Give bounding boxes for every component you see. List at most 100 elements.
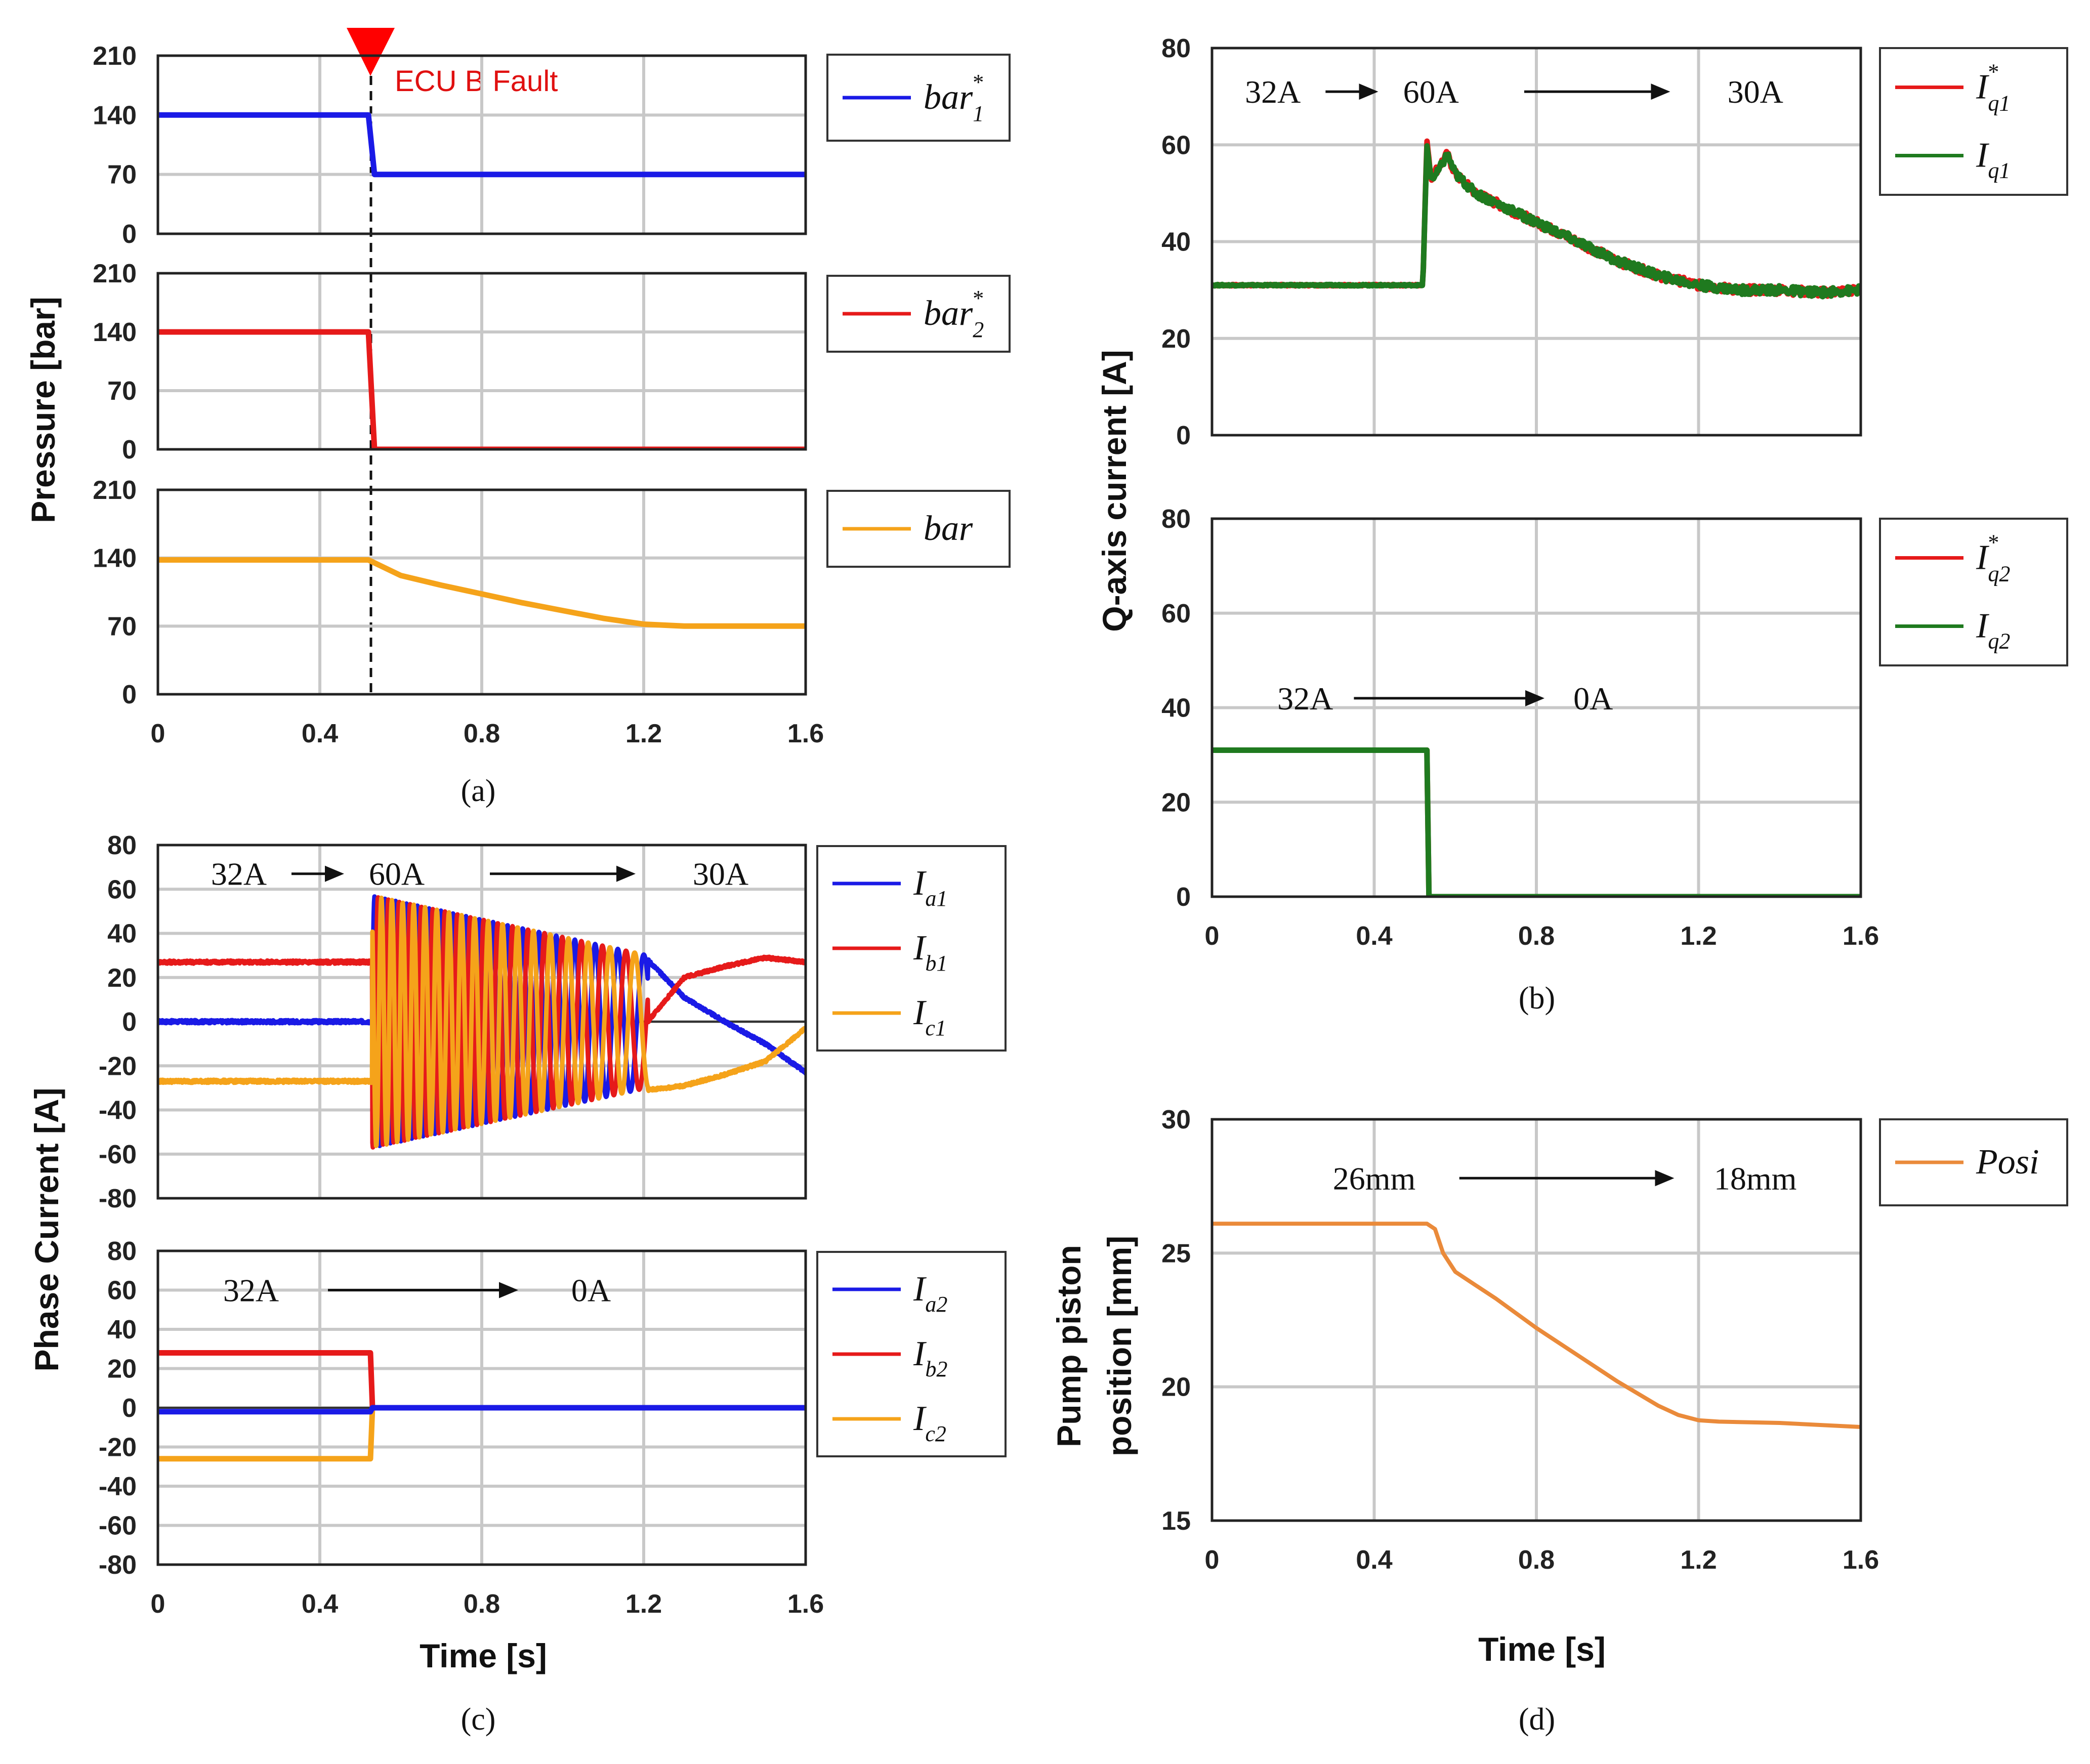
y-tick-label: 20 [107,1355,137,1384]
y-tick-label: 0 [122,680,137,709]
chart-a2: 0 70 140 210 bar* 2 [93,259,1011,465]
y-tick-label: 40 [1161,228,1191,257]
legend-label: I* q1 [1976,60,2010,116]
plot-frame [1210,47,1862,437]
caption-d: (d) [1519,1702,1555,1737]
legend-label: I* q2 [1976,530,2010,586]
series-line-Ib1 [158,895,806,1150]
annotation-label: 26mm [1333,1160,1416,1196]
series-line-bar1* [158,112,806,178]
y-tick-label: 70 [107,160,137,190]
legend-label: bar [924,509,973,548]
time-axis-title-c: Time [s] [420,1637,547,1674]
x-tick-label: 1.6 [787,719,824,748]
y-tick-label: 210 [93,259,137,288]
time-axis-title-d: Time [s] [1478,1630,1606,1668]
y-tick-label: 80 [107,1237,137,1266]
y-tick-label: 40 [107,1315,137,1345]
y-tick-label: -40 [99,1472,137,1501]
plot-frame [156,272,807,451]
series-line-bar2* [158,329,806,449]
annotation-label: 60A [369,856,425,892]
plot-frame [1210,1118,1862,1522]
annotation-label: 32A [223,1273,279,1309]
series-group [158,329,806,449]
y-tick-label: 70 [107,376,137,406]
chart-c2: -80 -60 -40 -20 0 20 40 60 80 0 0.4 0.8 1.2 1.6 32A 0A I… [99,1237,1007,1619]
y-tick-label: -20 [99,1052,137,1081]
caption-a: (a) [461,774,496,808]
arrow-head-icon [325,865,344,882]
series-group [158,557,806,629]
plot-frame [156,54,807,235]
y-tick-label: 40 [1161,694,1191,723]
arrow-head-icon [616,865,636,882]
x-tick-label: 1.2 [1680,1545,1717,1575]
annotation-label: 32A [1277,681,1333,717]
x-tick-label: 1.2 [1680,921,1717,951]
y-tick-label: 30 [1161,1105,1191,1135]
legend-label: bar* 2 [924,286,984,342]
series-group [1212,1222,1861,1429]
legend-label: Ic1 [913,993,946,1040]
y-tick-label: 80 [1161,34,1191,63]
pump-axis-title-line1: Pump piston [1050,1245,1088,1447]
series-group [158,112,806,178]
y-tick-label: 60 [107,875,137,904]
series-line-Iq1 [1212,143,1861,300]
series-group [1212,747,1861,897]
legend-box [1879,518,2068,666]
y-tick-label: 60 [1161,599,1191,628]
annotation-label: 0A [1573,681,1613,717]
x-tick-label: 1.2 [625,719,662,748]
plot-frame [1210,517,1862,898]
x-tick-label: 0.8 [1518,1545,1555,1575]
series-line-bar [158,557,806,629]
y-tick-label: -60 [99,1140,137,1169]
y-tick-label: 20 [1161,788,1191,817]
y-tick-label: 60 [1161,131,1191,160]
legend-label: bar* 1 [924,70,984,126]
caption-b: (b) [1519,981,1555,1016]
x-tick-label: 0.8 [464,719,500,748]
chart-b1: 0 20 40 60 80 32A 60A 30A I* q1 Iq1 [1161,34,2068,450]
series-group [158,1350,806,1462]
x-tick-label: 1.6 [787,1589,824,1619]
y-tick-label: 0 [122,220,137,249]
x-tick-label: 0 [151,1589,165,1619]
y-tick-label: 20 [1161,324,1191,354]
y-tick-label: 0 [1176,421,1191,450]
plot-frame [156,1249,807,1566]
x-tick-label: 0.4 [1356,921,1392,951]
y-tick-label: -20 [99,1433,137,1462]
arrow-head-icon [499,1282,518,1298]
y-tick-label: 140 [93,544,137,573]
plot-frame [156,844,807,1200]
y-tick-label: 70 [107,612,137,641]
series-line-Posi [1212,1222,1861,1429]
annotation-label: 0A [571,1273,611,1309]
charts-layer: 0 70 140 210 bar* 1 0 70 140 210 bar* 2 0 70 140 210 0 0.… [93,34,2068,1619]
y-tick-label: 0 [122,1007,137,1037]
y-tick-label: -80 [99,1550,137,1580]
y-tick-label: 40 [107,919,137,949]
annotation-label: 18mm [1714,1160,1797,1196]
legend-box [1879,47,2068,196]
chart-d: 15 20 25 30 0 0.4 0.8 1.2 1.6 26mm 18mm Posi [1161,1105,2068,1575]
x-tick-label: 1.6 [1843,921,1879,951]
y-tick-label: -40 [99,1096,137,1125]
y-tick-label: 210 [93,41,137,71]
annotation-label: 32A [1245,74,1301,110]
y-tick-label: 0 [1176,883,1191,912]
x-tick-label: 0 [1205,921,1220,951]
legend-label: Ia1 [913,864,947,911]
x-tick-label: 0 [1205,1545,1220,1575]
pressure-axis-title: Pressure [bar] [24,297,62,523]
caption-c: (c) [461,1702,496,1737]
chart-b2: 0 20 40 60 80 0 0.4 0.8 1.2 1.6 32A 0A I* q2 Iq2 [1161,505,2068,951]
x-tick-label: 1.2 [625,1589,662,1619]
series-line-Ia2 [158,1405,806,1415]
legend-label: Ib2 [913,1334,947,1381]
x-tick-label: 0.4 [1356,1545,1392,1575]
